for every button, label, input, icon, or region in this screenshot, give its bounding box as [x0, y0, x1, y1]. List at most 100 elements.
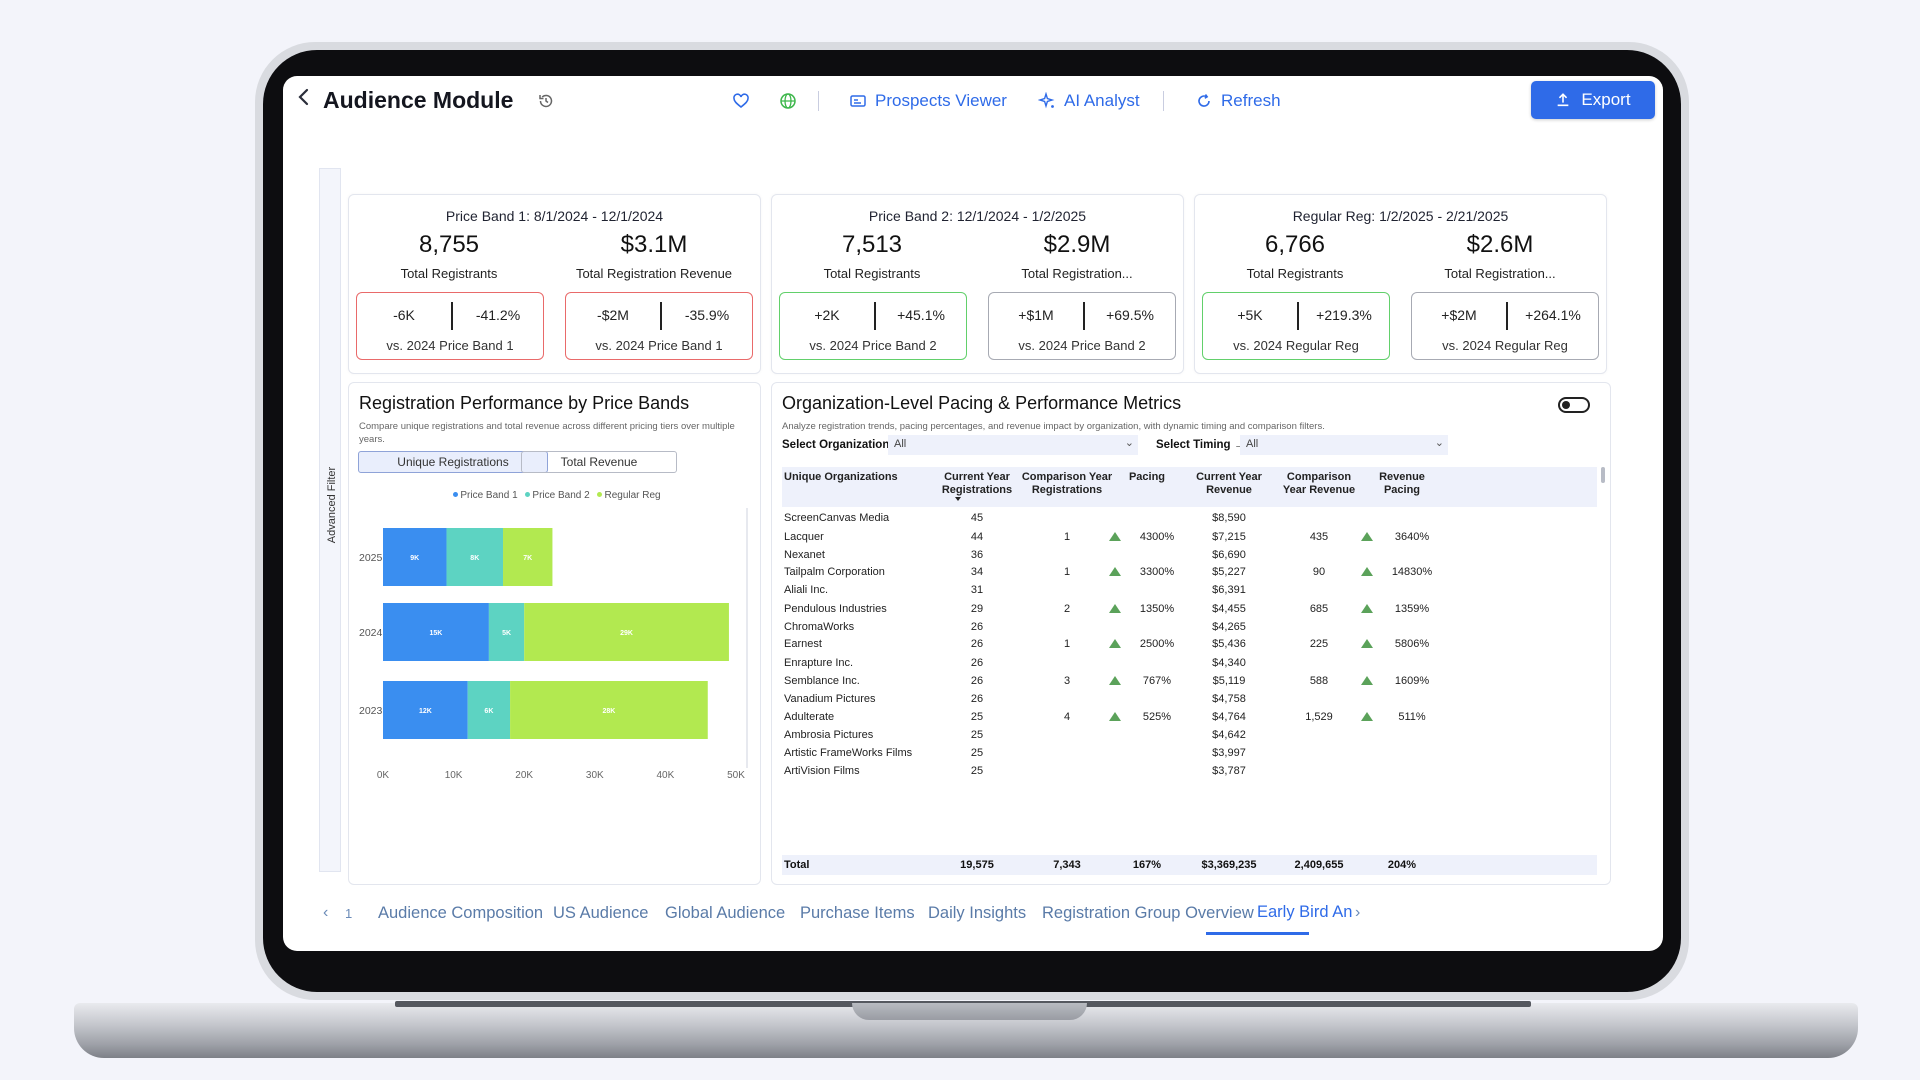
cell-current-revenue: $5,227 [1212, 566, 1246, 578]
table-row[interactable]: Lacquer 44 1 4300% $7,215 435 3640% [782, 526, 1597, 548]
legend-dot-price-band-1 [453, 492, 459, 498]
bar-segment[interactable] [488, 603, 525, 661]
tab-us-audience[interactable]: US Audience [553, 904, 649, 922]
cell-current-registrations: 26 [970, 693, 984, 705]
bar-data-label: 12K [419, 708, 432, 715]
tabs-prev-icon[interactable]: ‹ [323, 904, 329, 921]
table-row[interactable]: Pendulous Industries 29 2 1350% $4,455 685 135… [782, 598, 1597, 620]
chart-scrollbar[interactable] [746, 508, 748, 768]
unique-registrations-toggle[interactable]: Unique Registrations [358, 451, 548, 473]
kpi-revenue-label: Total Registration... [1444, 266, 1556, 281]
col-current-year-revenue[interactable]: Current Year Revenue [1196, 471, 1262, 496]
comparison-delta: -6K [393, 307, 415, 323]
kpi-revenue-label: Total Registration... [1021, 266, 1133, 281]
cell-current-revenue: $7,215 [1212, 531, 1246, 543]
view-toggle-switch[interactable] [1558, 397, 1590, 413]
table-row[interactable]: Ambrosia Pictures 25 $4,642 [782, 724, 1597, 746]
cell-current-registrations: 29 [970, 603, 984, 615]
tab-daily-insights[interactable]: Daily Insights [928, 904, 1027, 922]
col-pacing[interactable]: Pacing [1128, 471, 1166, 483]
org-filter-label: Select Organization → [782, 439, 905, 451]
table-row[interactable]: Aliali Inc. 31 $6,391 [782, 579, 1597, 601]
kpi-registrants-value: 6,766 [1264, 231, 1326, 258]
total-label: Total [784, 859, 810, 871]
bar-segment[interactable] [383, 681, 468, 739]
advanced-filter-pane[interactable]: Advanced Filter [319, 168, 341, 872]
col-revenue-pacing[interactable]: Revenue Pacing [1379, 471, 1425, 496]
table-row[interactable]: Tailpalm Corporation 34 1 3300% $5,227 90 1483… [782, 561, 1597, 583]
org-filter-value: All [894, 438, 907, 450]
comparison-label: vs. 2024 Price Band 2 [1018, 338, 1146, 353]
table-row[interactable]: ScreenCanvas Media 45 $8,590 [782, 507, 1597, 529]
bar-data-label: 15K [430, 630, 443, 637]
ai-analyst-label: AI Analyst [1064, 91, 1140, 110]
comparison-percent: -35.9% [684, 307, 730, 323]
refresh-button[interactable]: Refresh [1195, 83, 1281, 119]
cell-organization: ScreenCanvas Media [784, 512, 890, 524]
table-row[interactable]: Vanadium Pictures 26 $4,758 [782, 688, 1597, 710]
bar-segment[interactable] [383, 603, 489, 661]
cell-current-revenue: $4,642 [1212, 729, 1246, 741]
x-tick-label: 20K [515, 770, 533, 781]
cell-current-revenue: $6,690 [1212, 549, 1246, 561]
table-row[interactable]: ChromaWorks 26 $4,265 [782, 616, 1597, 638]
bar-segment[interactable] [383, 528, 447, 586]
table-row[interactable]: Nexanet 36 $6,690 [782, 544, 1597, 566]
ai-analyst-button[interactable]: AI Analyst [1038, 83, 1140, 119]
cell-organization: Nexanet [784, 549, 825, 561]
tab-early-bird[interactable]: Early Bird An [1257, 903, 1353, 921]
table-row[interactable]: Artistic FrameWorks Films 25 $3,997 [782, 742, 1597, 764]
tabs-next-icon[interactable]: › [1355, 904, 1361, 921]
history-icon[interactable] [537, 92, 555, 110]
total-current-registrations: 19,575 [960, 859, 994, 871]
col-current-year-registrations[interactable]: Current Year Registrations [941, 471, 1013, 496]
bar-segment[interactable] [446, 528, 504, 586]
total-revenue-pacing: 204% [1387, 859, 1417, 871]
back-arrow-icon[interactable] [293, 86, 315, 108]
panel-title: Registration Performance by Price Bands [359, 393, 690, 413]
legend-price-band-1: Price Band 1 [460, 490, 518, 501]
org-pacing-panel: Organization-Level Pacing & Performance … [771, 382, 1611, 885]
tab-registration-group-overview[interactable]: Registration Group Overview [1042, 904, 1254, 922]
cell-comparison-registrations: 3 [1063, 675, 1071, 687]
registration-performance-panel: Registration Performance by Price Bands … [348, 382, 761, 885]
heart-icon[interactable] [732, 92, 750, 110]
table-row[interactable]: Earnest 26 1 2500% $5,436 225 5806% [782, 633, 1597, 655]
total-revenue-toggle[interactable]: Total Revenue [521, 451, 677, 473]
cell-organization: Semblance Inc. [784, 675, 860, 687]
table-scrollbar[interactable] [1601, 467, 1605, 483]
panel-subtitle: Analyze registration trends, pacing perc… [782, 421, 1325, 432]
cell-pacing: 767% [1142, 675, 1172, 687]
category-label: 2025 [359, 552, 383, 564]
up-arrow-icon [1361, 639, 1373, 648]
comparison-percent: +219.3% [1316, 307, 1372, 323]
tab-purchase-items[interactable]: Purchase Items [800, 904, 915, 922]
category-label: 2023 [359, 705, 383, 717]
bar-segment[interactable] [467, 681, 511, 739]
toggle-knob [1562, 401, 1570, 409]
table-row[interactable]: Semblance Inc. 26 3 767% $5,119 588 1609% [782, 670, 1597, 692]
table-row[interactable]: Enrapture Inc. 26 $4,340 [782, 652, 1597, 674]
timing-filter-dropdown[interactable]: All ⌄ [1240, 435, 1448, 455]
prospects-viewer-button[interactable]: Prospects Viewer [849, 83, 1007, 119]
col-comparison-year-revenue[interactable]: Comparison Year Revenue [1282, 471, 1356, 496]
col-unique-organizations[interactable]: Unique Organizations [784, 471, 898, 483]
col-comparison-year-registrations[interactable]: Comparison Year Registrations [1021, 471, 1113, 496]
advanced-filter-label: Advanced Filter [326, 466, 338, 544]
bar-segment[interactable] [503, 528, 553, 586]
org-filter-dropdown[interactable]: All ⌄ [888, 435, 1138, 455]
stacked-bar-chart: 2025 9K 8K 7K 2024 15K 5K 29K 2023 12K 6K 28K 0K 10K 2… [359, 528, 745, 781]
table-row[interactable]: Adulterate 25 4 525% $4,764 1,529 511% [782, 706, 1597, 728]
tabs-page-indicator: 1 [345, 906, 353, 921]
cell-comparison-revenue: 435 [1309, 531, 1329, 543]
bar-segment[interactable] [524, 603, 729, 661]
timing-filter-label: Select Timing → [1156, 439, 1246, 451]
tab-global-audience[interactable]: Global Audience [665, 904, 786, 922]
tab-audience-composition[interactable]: Audience Composition [378, 904, 544, 922]
table-row[interactable]: ArtiVision Films 25 $3,787 [782, 760, 1597, 782]
globe-icon[interactable] [779, 92, 797, 110]
cell-current-revenue: $4,758 [1212, 693, 1246, 705]
sort-descending-icon[interactable] [955, 497, 961, 501]
bar-segment[interactable] [510, 681, 708, 739]
export-button[interactable]: Export [1531, 81, 1655, 119]
